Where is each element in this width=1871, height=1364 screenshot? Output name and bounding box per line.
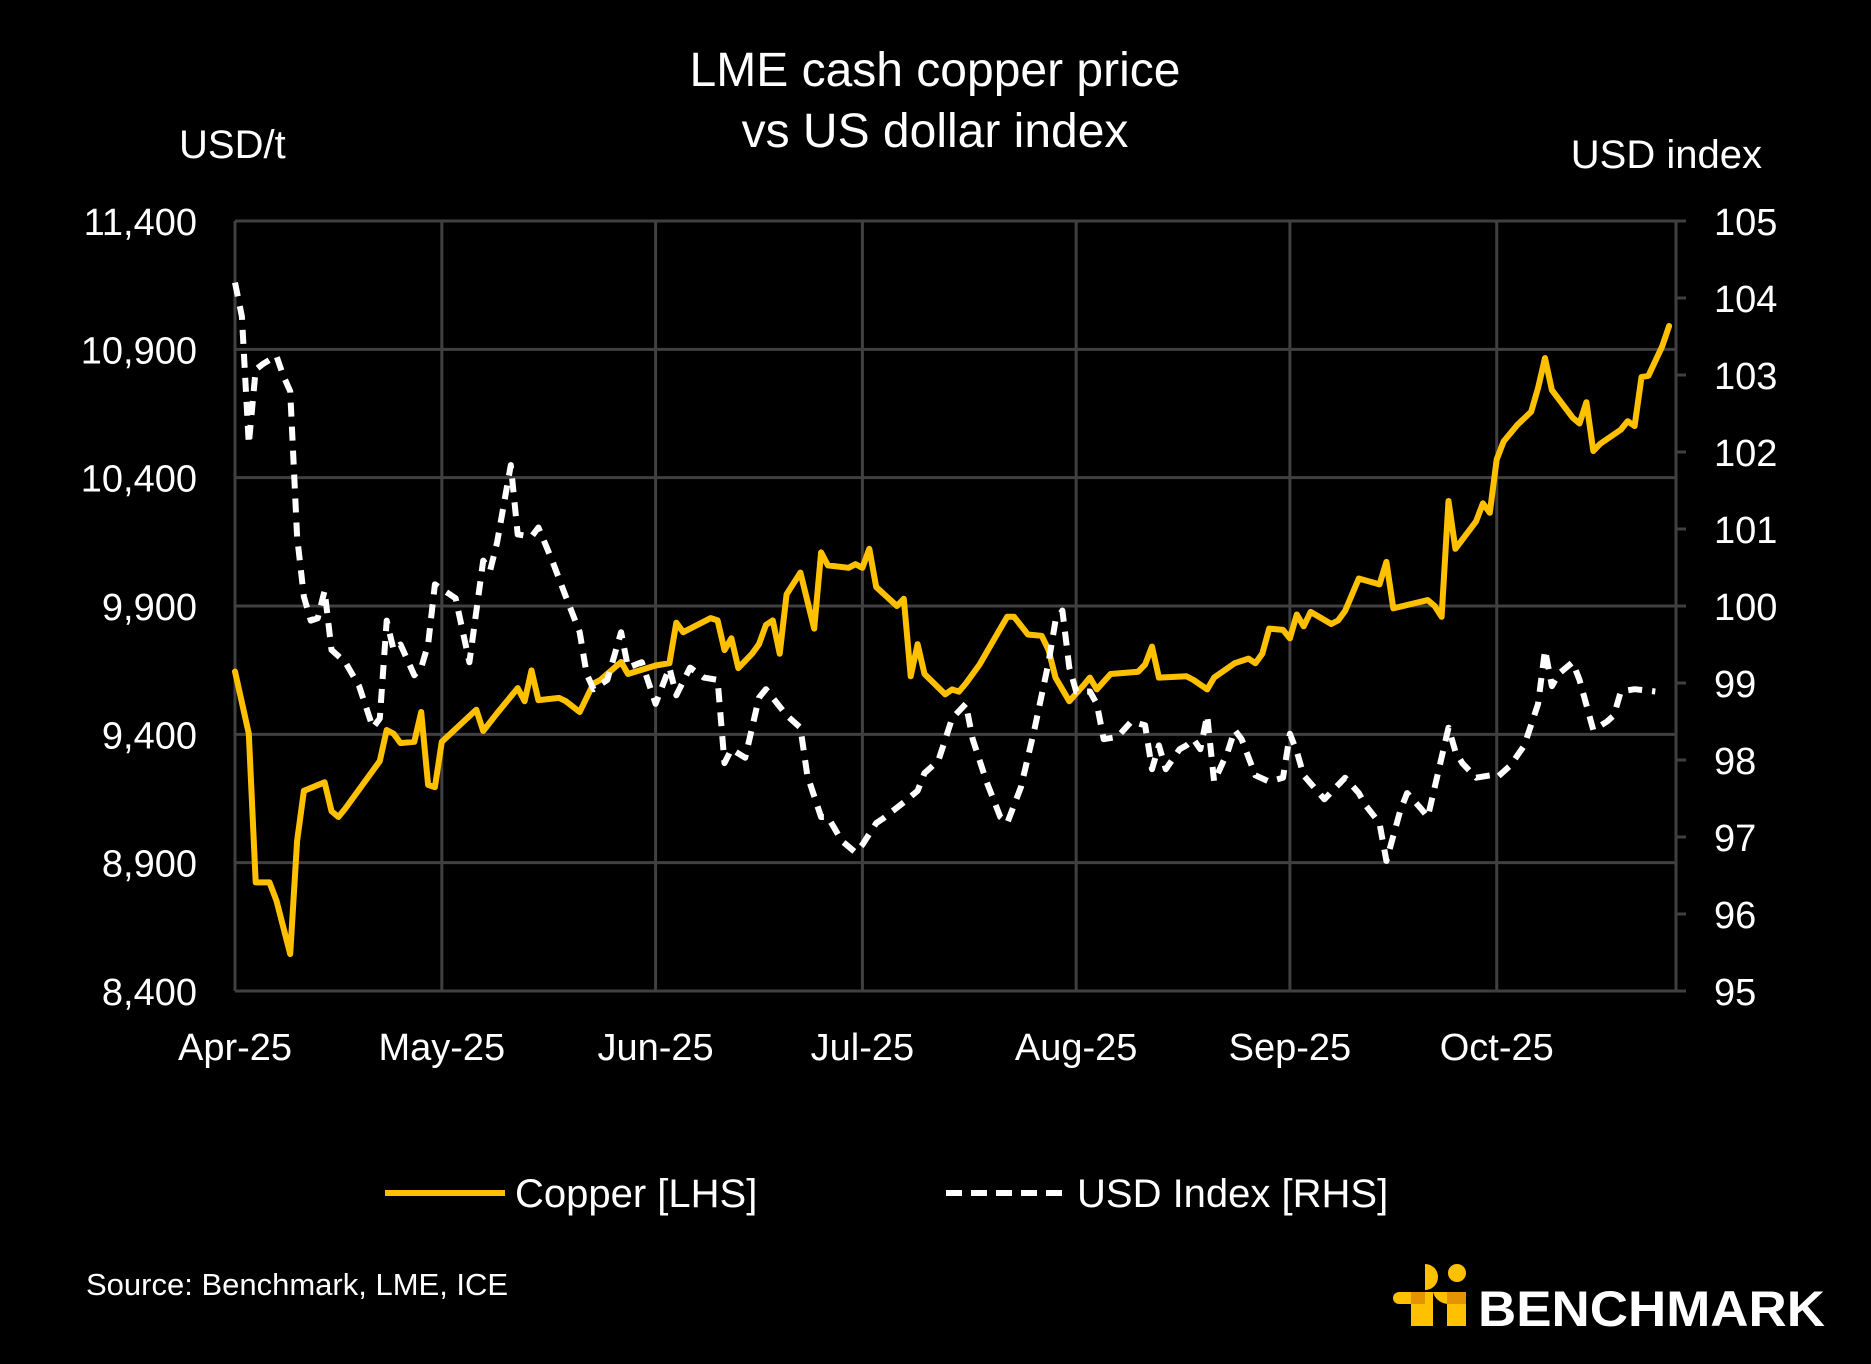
gridlines: [233, 219, 1676, 993]
x-tick-label: Apr-25: [178, 1027, 292, 1069]
y-left-tick-label: 9,900: [102, 587, 197, 629]
y-right-tick-label: 101: [1714, 510, 1777, 552]
copper-line: [232, 323, 1673, 957]
x-tick-label: Aug-25: [1015, 1027, 1138, 1069]
chart-title-line-1: LME cash copper price: [690, 44, 1181, 97]
benchmark-logo: BENCHMARK: [1393, 1264, 1825, 1337]
axes: [233, 219, 1686, 993]
legend: Copper [LHS] USD Index [RHS]: [385, 1172, 1388, 1216]
y-right-tick-label: 96: [1714, 895, 1756, 937]
y-right-tick-label: 102: [1714, 433, 1777, 475]
y-right-tick-label: 103: [1714, 356, 1777, 398]
tick-labels: 8,400 8,900 9,400 9,900 10,400 10,900 11,400 95…: [81, 202, 1778, 1069]
x-tick-label: Oct-25: [1440, 1027, 1554, 1069]
y-right-tick-label: 104: [1714, 279, 1777, 321]
y-left-tick-label: 10,900: [81, 330, 197, 372]
y-right-tick-label: 99: [1714, 664, 1756, 706]
y-axis-left-label: USD/t: [179, 123, 286, 167]
usd-index-series: [232, 282, 1656, 864]
y-left-tick-label: 8,400: [102, 972, 197, 1014]
benchmark-logo-text: BENCHMARK: [1478, 1281, 1825, 1337]
benchmark-logo-icon: [1393, 1264, 1466, 1326]
y-axis-right-label: USD index: [1571, 133, 1762, 177]
y-left-tick-label: 9,400: [102, 715, 197, 757]
copper-series: [232, 323, 1673, 957]
series-lines: [232, 282, 1673, 957]
y-left-tick-label: 11,400: [84, 202, 197, 244]
source-note: Source: Benchmark, LME, ICE: [86, 1267, 508, 1302]
y-right-tick-label: 105: [1714, 202, 1777, 244]
x-tick-label: Jul-25: [811, 1027, 915, 1069]
chart-title-line-2: vs US dollar index: [742, 105, 1129, 158]
y-right-tick-label: 95: [1714, 972, 1756, 1014]
y-right-tick-label: 97: [1714, 818, 1756, 860]
y-left-tick-label: 10,400: [81, 459, 197, 501]
y-right-tick-label: 98: [1714, 741, 1756, 783]
legend-label-copper: Copper [LHS]: [515, 1172, 757, 1216]
y-right-tick-label: 100: [1714, 587, 1777, 629]
usd-index-line: [232, 282, 1656, 864]
x-tick-label: Jun-25: [597, 1027, 713, 1069]
x-tick-label: May-25: [378, 1027, 505, 1069]
x-tick-label: Sep-25: [1229, 1027, 1352, 1069]
y-left-tick-label: 8,900: [102, 844, 197, 886]
legend-label-usd-index: USD Index [RHS]: [1077, 1172, 1388, 1216]
